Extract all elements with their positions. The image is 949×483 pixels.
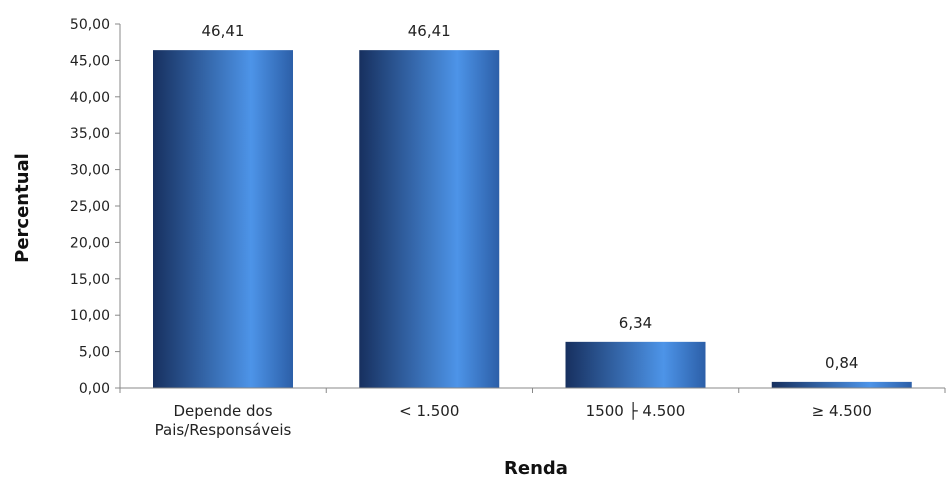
y-tick-label: 25,00 xyxy=(70,199,110,215)
category-label: Depende dos xyxy=(173,402,272,420)
category-label: < 1.500 xyxy=(399,402,459,420)
bar xyxy=(771,381,912,388)
bar xyxy=(359,50,500,389)
y-tick-label: 50,00 xyxy=(70,17,110,33)
y-tick-label: 10,00 xyxy=(70,308,110,324)
y-tick-label: 35,00 xyxy=(70,126,110,142)
category-label: Pais/Responsáveis xyxy=(155,421,292,439)
bar-value-label: 46,41 xyxy=(408,22,451,40)
bar xyxy=(153,50,293,389)
y-tick-label: 5,00 xyxy=(79,345,110,361)
x-axis-title: Renda xyxy=(504,458,568,479)
y-tick-label: 45,00 xyxy=(70,53,110,69)
y-axis-title: Percentual xyxy=(12,153,33,263)
y-tick-label: 0,00 xyxy=(79,381,110,397)
y-tick-label: 30,00 xyxy=(70,163,110,179)
y-tick-label: 20,00 xyxy=(70,235,110,251)
bar xyxy=(565,341,706,388)
category-label: ≥ 4.500 xyxy=(812,402,872,420)
bar-value-label: 0,84 xyxy=(825,354,858,372)
y-axis: 0,00 5,00 10,00 15,00 20,00 25,00 30,00 35,00 40… xyxy=(70,17,121,397)
bar-value-label: 6,34 xyxy=(619,314,652,332)
category-label: 1500 ├ 4.500 xyxy=(586,401,686,420)
y-tick-label: 15,00 xyxy=(70,272,110,288)
bar-value-label: 46,41 xyxy=(202,22,245,40)
bars: 46,41 46,41 6,34 0,84 xyxy=(153,22,912,389)
y-tick-label: 40,00 xyxy=(70,90,110,106)
